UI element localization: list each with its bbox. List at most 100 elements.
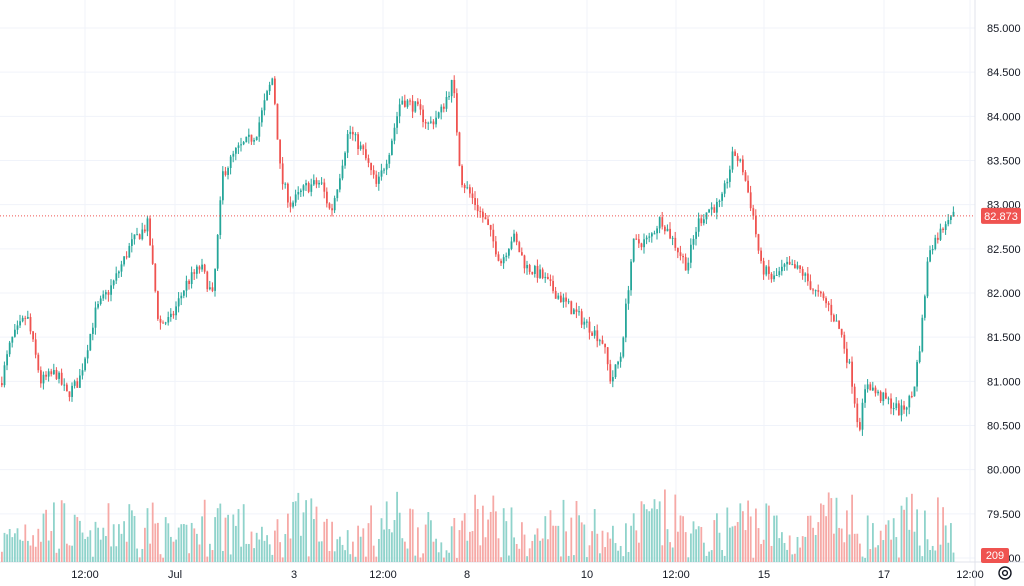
price-tick-label: 84.500 xyxy=(987,67,1021,79)
volume-bar xyxy=(742,511,744,562)
price-tick-label: 83.500 xyxy=(987,156,1021,168)
volume-bar xyxy=(622,556,625,562)
candle-body xyxy=(934,237,937,249)
candle-body xyxy=(203,264,206,272)
volume-bar xyxy=(362,528,365,562)
volume-bar xyxy=(822,504,825,562)
candle-body xyxy=(144,229,146,232)
candle-body xyxy=(635,238,638,240)
volume-bar xyxy=(443,557,445,562)
volume-bar xyxy=(846,510,848,562)
candle-body xyxy=(918,351,921,363)
volume-bar xyxy=(97,527,99,562)
candle-body xyxy=(515,233,518,243)
volume-bar xyxy=(380,518,383,562)
price-tick-label: 80.000 xyxy=(987,465,1021,477)
candle-body xyxy=(300,190,302,192)
volume-bar xyxy=(240,546,242,562)
candle-body xyxy=(170,313,172,318)
candle-body xyxy=(326,191,328,204)
candle-body xyxy=(484,217,487,220)
volume-bar xyxy=(573,555,575,562)
candle-body xyxy=(359,145,362,150)
volume-bar xyxy=(469,531,471,562)
candle-body xyxy=(66,384,68,392)
volume-bar xyxy=(271,554,274,562)
volume-bar xyxy=(289,538,292,562)
volume-bar xyxy=(79,520,81,562)
volume-bar xyxy=(354,556,357,562)
gear-icon[interactable] xyxy=(996,564,1014,582)
candle-body xyxy=(539,269,541,278)
volume-bar xyxy=(908,529,911,562)
candle-body xyxy=(861,402,864,430)
candle-body xyxy=(125,256,128,258)
candle-body xyxy=(554,290,557,299)
candle-body xyxy=(14,329,16,337)
candle-body xyxy=(846,348,848,363)
volume-bar xyxy=(203,499,206,562)
candle-body xyxy=(944,224,947,230)
volume-bar xyxy=(487,519,489,562)
candle-body xyxy=(209,287,211,290)
volume-bar xyxy=(840,528,843,562)
price-tick-label: 84.000 xyxy=(987,111,1021,123)
volume-bar xyxy=(926,539,929,562)
candle-body xyxy=(302,185,305,191)
candle-body xyxy=(495,241,497,255)
candle-body xyxy=(573,309,575,315)
candle-body xyxy=(596,330,599,342)
candle-body xyxy=(757,234,760,251)
candle-body xyxy=(365,149,367,159)
candle-body xyxy=(292,202,294,207)
candle-body xyxy=(354,134,357,136)
last-volume-badge: 209 xyxy=(981,548,1009,563)
volume-bar xyxy=(864,557,866,562)
candle-body xyxy=(138,234,141,240)
volume-bar xyxy=(242,504,245,562)
candle-body xyxy=(729,169,731,182)
volume-bar xyxy=(94,521,97,562)
candle-body xyxy=(445,96,448,109)
candle-body xyxy=(149,218,151,246)
volume-bar xyxy=(73,514,76,562)
candle-body xyxy=(435,117,437,125)
volume-bar xyxy=(266,535,268,562)
volume-bar xyxy=(671,547,674,562)
candle-body xyxy=(32,331,34,340)
volume-bar xyxy=(190,522,193,562)
candle-body xyxy=(872,387,874,391)
volume-bar xyxy=(820,503,822,562)
volume-bar xyxy=(887,520,890,562)
volume-bar xyxy=(388,529,391,562)
volume-bar xyxy=(833,533,835,562)
candle-body xyxy=(778,271,781,276)
candle-body xyxy=(692,238,695,245)
candle-body xyxy=(528,264,531,272)
volume-bar xyxy=(448,552,450,562)
volume-bar xyxy=(188,553,190,562)
volume-bar xyxy=(666,529,669,562)
time-tick-label: 10 xyxy=(581,569,593,581)
candle-body xyxy=(947,220,950,225)
volume-bar xyxy=(211,550,214,562)
candle-body xyxy=(375,174,378,184)
candle-body xyxy=(6,354,8,366)
volume-bar xyxy=(276,519,279,562)
candle-body xyxy=(474,198,476,206)
candle-body xyxy=(40,370,42,384)
volume-bar xyxy=(406,548,409,562)
candle-body xyxy=(898,403,900,416)
candle-body xyxy=(411,100,414,112)
candle-body xyxy=(463,184,466,189)
time-tick-label: 17 xyxy=(878,569,890,581)
price-tick-label: 80.500 xyxy=(987,421,1021,433)
candle-body xyxy=(807,273,809,282)
candle-body xyxy=(835,320,838,322)
candle-body xyxy=(840,328,843,335)
candle-body xyxy=(705,212,708,220)
volume-bar xyxy=(401,538,404,562)
candle-body xyxy=(427,122,430,124)
